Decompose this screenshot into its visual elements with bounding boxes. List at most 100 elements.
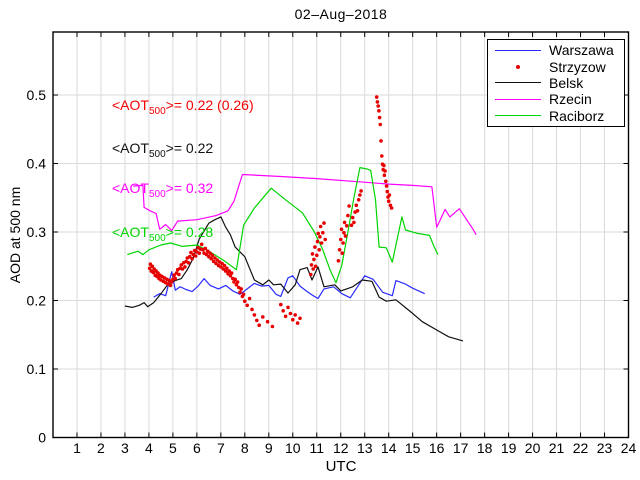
series-marker-strzyzow <box>238 290 242 295</box>
legend: Warszawa Strzyzow Belsk Rzecin Raciborz <box>487 39 625 127</box>
x-tick-label: 3 <box>121 440 129 456</box>
x-tick-label: 8 <box>241 440 249 456</box>
series-marker-strzyzow <box>309 272 313 277</box>
series-marker-strzyzow <box>339 237 343 242</box>
x-tick-label: 9 <box>265 440 273 456</box>
series-marker-strzyzow <box>228 274 233 278</box>
series-marker-strzyzow <box>180 267 185 271</box>
x-tick-label: 19 <box>501 440 517 456</box>
series-marker-strzyzow <box>205 249 210 253</box>
series-marker-strzyzow <box>374 95 379 99</box>
series-marker-strzyzow <box>241 292 246 297</box>
series-marker-strzyzow <box>375 100 380 104</box>
series-marker-strzyzow <box>211 259 216 264</box>
annotation-belsk-mean: <AOT500>= 0.22 <box>112 140 214 160</box>
series-marker-strzyzow <box>318 224 323 229</box>
series-marker-strzyzow <box>215 258 220 262</box>
x-axis-label: UTC <box>325 458 357 475</box>
x-tick-label: 20 <box>525 440 541 456</box>
series-marker-strzyzow <box>199 242 204 247</box>
series-marker-strzyzow <box>315 253 319 258</box>
series-marker-strzyzow <box>291 317 295 322</box>
series-line-rzecin <box>133 173 477 236</box>
legend-label: Raciborz <box>549 107 605 124</box>
line-sample-icon <box>495 98 541 100</box>
series-marker-strzyzow <box>183 265 187 269</box>
series-marker-strzyzow <box>288 311 293 316</box>
series-marker-strzyzow <box>293 313 298 317</box>
line-sample-icon <box>495 49 541 51</box>
legend-label: Strzyzow <box>549 58 606 75</box>
x-tick-label: 22 <box>573 440 589 456</box>
legend-item-strzyzow: Strzyzow <box>488 58 624 75</box>
x-tick-label: 14 <box>381 440 397 456</box>
series-marker-strzyzow <box>311 267 316 271</box>
series-marker-strzyzow <box>209 256 214 261</box>
x-tick-label: 2 <box>97 440 105 456</box>
line-icon <box>495 98 541 100</box>
series-marker-strzyzow <box>312 257 316 262</box>
annotation-strzyzow-mean: <AOT500>= 0.22 (0.26) <box>112 97 254 117</box>
series-marker-strzyzow <box>197 251 202 255</box>
series-marker-strzyzow <box>356 198 361 202</box>
y-tick-label: 0 <box>38 430 46 446</box>
series-marker-strzyzow <box>223 269 228 273</box>
series-marker-strzyzow <box>229 271 234 275</box>
series-marker-strzyzow <box>222 263 227 268</box>
series-marker-strzyzow <box>225 266 229 271</box>
series-marker-strzyzow <box>151 270 155 275</box>
series-marker-strzyzow <box>234 283 239 287</box>
x-tick-label: 12 <box>333 440 349 456</box>
legend-label: Rzecin <box>549 91 592 108</box>
series-marker-strzyzow <box>339 227 344 232</box>
series-marker-strzyzow <box>189 250 193 255</box>
x-tick-label: 21 <box>549 440 565 456</box>
series-marker-strzyzow <box>315 239 320 244</box>
series-marker-strzyzow <box>388 203 393 208</box>
series-marker-strzyzow <box>203 246 208 251</box>
y-tick-label: 0.1 <box>27 361 47 377</box>
series-marker-strzyzow <box>336 259 341 263</box>
x-tick-label: 4 <box>145 440 153 456</box>
series-marker-strzyzow <box>243 299 247 304</box>
series-marker-strzyzow <box>213 256 217 260</box>
annotation-raciborz-mean: <AOT500>= 0.28 <box>112 224 214 244</box>
series-marker-strzyzow <box>173 276 178 281</box>
x-tick-label: 13 <box>357 440 373 456</box>
x-tick-label: 6 <box>193 440 201 456</box>
y-tick-label: 0.2 <box>27 293 47 309</box>
series-marker-strzyzow <box>349 223 354 227</box>
x-tick-label: 7 <box>217 440 225 456</box>
series-marker-strzyzow <box>355 209 360 213</box>
x-tick-label: 1 <box>73 440 81 456</box>
line-sample-icon <box>495 82 541 84</box>
x-tick-label: 15 <box>405 440 421 456</box>
series-marker-strzyzow <box>323 237 328 242</box>
series-marker-strzyzow <box>344 224 349 228</box>
series-marker-strzyzow <box>319 241 324 245</box>
series-marker-strzyzow <box>347 204 351 208</box>
series-marker-strzyzow <box>352 220 356 225</box>
series-marker-strzyzow <box>227 269 231 273</box>
x-tick-label: 11 <box>309 440 324 456</box>
series-marker-strzyzow <box>193 254 198 258</box>
series-marker-strzyzow <box>379 139 383 143</box>
series-marker-strzyzow <box>270 324 275 329</box>
series-marker-strzyzow <box>295 321 300 325</box>
series-marker-strzyzow <box>286 305 290 310</box>
series-marker-strzyzow <box>187 254 192 259</box>
line-icon <box>495 115 541 117</box>
x-tick-label: 18 <box>477 440 493 456</box>
series-marker-strzyzow <box>235 280 240 284</box>
series-marker-strzyzow <box>354 203 359 208</box>
series-marker-strzyzow <box>385 189 390 194</box>
series-marker-strzyzow <box>219 265 223 269</box>
series-marker-strzyzow <box>208 251 212 255</box>
series-marker-strzyzow <box>384 179 388 184</box>
series-marker-strzyzow <box>382 163 386 168</box>
series-marker-strzyzow <box>350 215 355 220</box>
x-tick-label: 24 <box>621 440 637 456</box>
series-marker-strzyzow <box>309 263 314 267</box>
legend-label: Warszawa <box>549 42 614 59</box>
x-tick-label: 16 <box>429 440 445 456</box>
